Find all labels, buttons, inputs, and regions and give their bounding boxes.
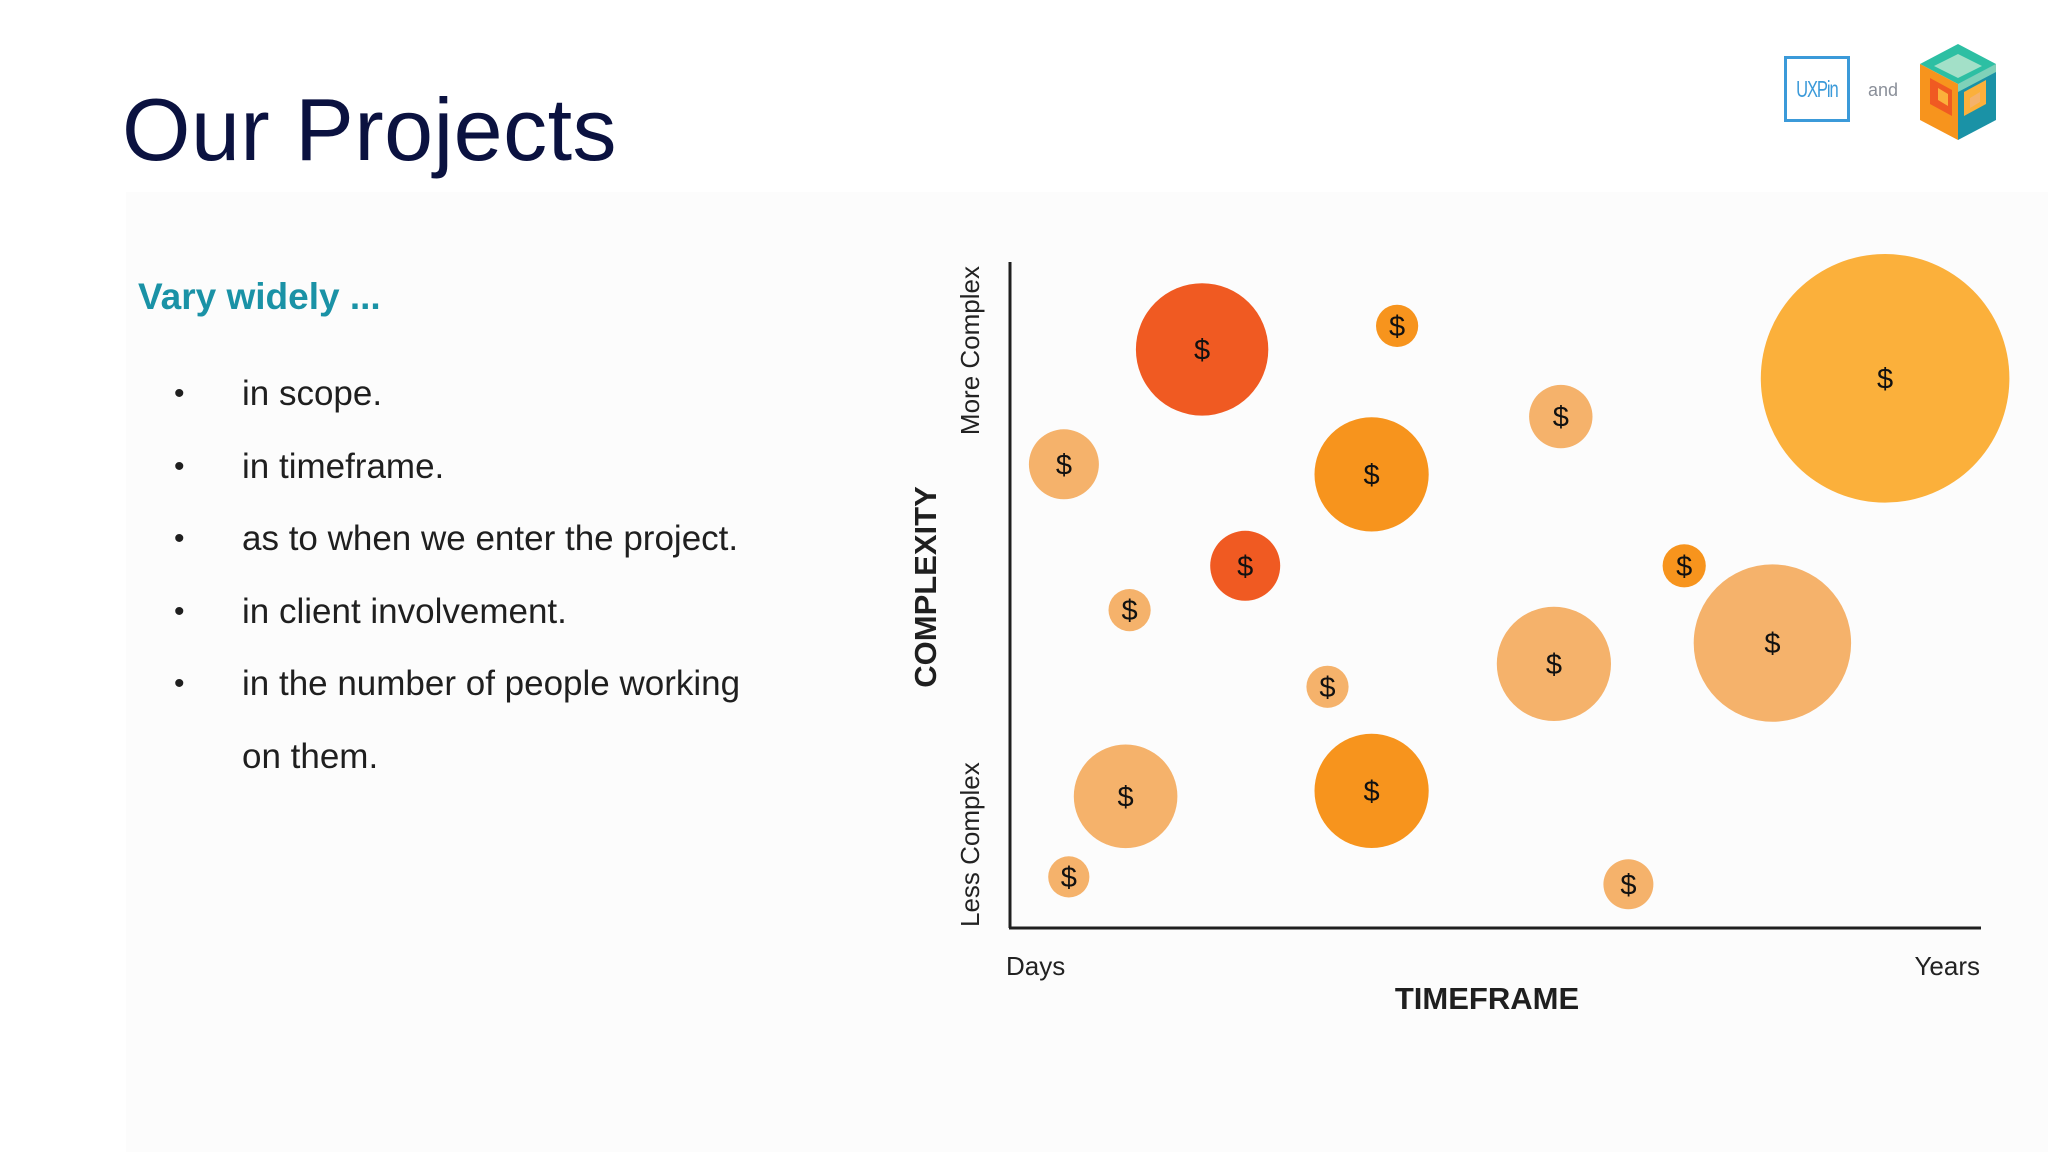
bubble-label-3: $: [1877, 363, 1893, 395]
uxpin-logo: UXPin: [1784, 56, 1850, 122]
x-tick-label-start: Days: [1006, 951, 1065, 981]
uxpin-logo-text: UXPin: [1796, 75, 1839, 102]
bullet-icon: •: [174, 667, 185, 700]
bubble-label-9: $: [1122, 595, 1138, 627]
bullet-icon: •: [174, 522, 185, 555]
bubble-label-6: $: [1364, 459, 1380, 491]
bubble-label-1: $: [1194, 334, 1210, 366]
bubble-4: [1529, 384, 1593, 449]
bubble-label-5: $: [1056, 449, 1072, 481]
bubble-15: [1048, 856, 1090, 898]
y-tick-label-top: More Complex: [955, 266, 985, 435]
cube-logo-icon: [1920, 44, 1996, 140]
bubble-9: [1108, 589, 1151, 632]
bullet-icon: •: [174, 449, 185, 483]
bubble-label-4: $: [1553, 402, 1569, 434]
y-axis-title: COMPLEXITY: [908, 486, 943, 688]
bubble-label-2: $: [1389, 311, 1405, 343]
bubble-1: [1135, 283, 1269, 416]
bullet-text-continued: on them.: [242, 736, 379, 776]
bubble-2: [1376, 304, 1419, 347]
bubble-label-13: $: [1118, 781, 1134, 813]
bubble-12: [1306, 665, 1349, 708]
subtitle: Vary widely ...: [138, 276, 381, 317]
bullet-icon: •: [174, 594, 185, 628]
bubble-11: [1496, 606, 1611, 722]
logo-and-text: and: [1868, 80, 1899, 100]
list-item: • in scope.: [168, 358, 740, 431]
bubble-label-15: $: [1061, 862, 1077, 894]
bullet-text: in timeframe.: [242, 446, 445, 486]
bullet-text: in client involvement.: [242, 591, 567, 631]
bubble-16: [1603, 859, 1654, 910]
bullet-list: • in scope. • in timeframe. • as to when we…: [168, 358, 740, 793]
bubble-6: [1314, 417, 1429, 532]
list-item: • in timeframe.: [168, 431, 740, 504]
bubble-3: [1760, 253, 2010, 503]
bullet-icon: •: [174, 377, 185, 410]
bubble-label-7: $: [1237, 551, 1253, 583]
bubble-14: [1314, 733, 1429, 849]
bubble-label-14: $: [1364, 776, 1380, 808]
list-item: • as to when we enter the project.: [168, 503, 740, 576]
list-item: • in the number of people working on them.: [168, 648, 740, 793]
bubble-label-10: $: [1764, 628, 1780, 660]
bubble-label-8: $: [1676, 551, 1692, 583]
bubble-label-12: $: [1319, 672, 1335, 704]
logo-area: UXPin and: [1784, 42, 2004, 142]
y-tick-label-bottom: Less Complex: [955, 762, 985, 927]
bullet-text: in the number of people working: [242, 664, 741, 703]
bubble-7: [1210, 530, 1281, 601]
bubble-13: [1073, 744, 1178, 849]
bubble-8: [1662, 544, 1706, 588]
x-tick-label-end: Years: [1914, 951, 1980, 981]
x-axis-title: TIMEFRAME: [1395, 981, 1579, 1016]
bullet-text: as to when we enter the project.: [242, 519, 739, 558]
list-item: • in client involvement.: [168, 576, 740, 649]
bubble-label-16: $: [1620, 869, 1636, 901]
bubble-5: [1028, 429, 1099, 500]
bubble-label-11: $: [1546, 649, 1562, 681]
page-title: Our Projects: [122, 80, 618, 179]
bullet-text: in scope.: [242, 374, 383, 413]
bubble-10: [1693, 564, 1852, 722]
bubble-group: $ $ $ $ $ $ $ $ $ $ $ $ $ $ $ $: [1028, 253, 2010, 910]
